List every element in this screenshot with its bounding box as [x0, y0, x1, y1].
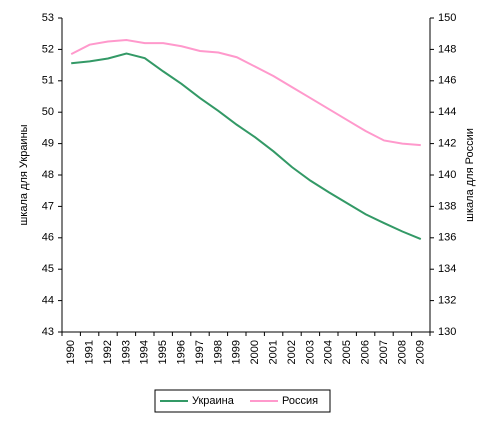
y2-tick-label: 142 — [438, 138, 456, 150]
x-tick-label: 1993 — [120, 340, 132, 364]
x-tick-label: 2006 — [360, 340, 372, 364]
y-tick-label: 47 — [42, 200, 54, 212]
y-tick-label: 50 — [42, 106, 54, 118]
y2-axis-label: шкала для России — [464, 128, 476, 222]
y2-tick-label: 138 — [438, 200, 456, 212]
y2-tick-label: 150 — [438, 12, 456, 24]
x-tick-label: 1992 — [102, 340, 114, 364]
line-series — [70, 38, 421, 147]
legend-box — [154, 389, 331, 413]
x-tick-label: 1999 — [231, 340, 243, 364]
line-series — [71, 52, 422, 240]
y-tick-label: 45 — [42, 263, 54, 275]
y2-tick-label: 140 — [438, 169, 456, 181]
x-tick-label: 2007 — [378, 340, 390, 364]
y-tick-label: 43 — [42, 326, 54, 338]
legend-label: Украина — [192, 395, 235, 407]
x-tick-label: 2000 — [249, 340, 261, 364]
x-tick-label: 2002 — [286, 340, 298, 364]
y-tick-label: 44 — [42, 295, 54, 307]
y2-tick-label: 146 — [438, 75, 456, 87]
y2-tick-label: 134 — [438, 263, 456, 275]
y-tick-label: 48 — [42, 169, 54, 181]
x-tick-label: 2004 — [323, 340, 335, 364]
x-tick-label: 2001 — [268, 340, 280, 364]
x-tick-label: 1990 — [65, 340, 77, 364]
y-tick-label: 46 — [42, 232, 54, 244]
y2-tick-label: 148 — [438, 43, 456, 55]
y2-tick-label: 130 — [438, 326, 456, 338]
x-tick-label: 1998 — [212, 340, 224, 364]
x-tick-label: 1991 — [84, 340, 96, 364]
y-tick-label: 51 — [42, 75, 54, 87]
y-tick-label: 53 — [42, 12, 54, 24]
y2-tick-label: 144 — [438, 106, 456, 118]
x-tick-label: 2003 — [304, 340, 316, 364]
legend-label: Россия — [282, 395, 318, 407]
y-tick-label: 52 — [42, 43, 54, 55]
y-axis-label: шкала для Украины — [18, 124, 30, 225]
y-tick-label: 49 — [42, 138, 54, 150]
y2-tick-label: 136 — [438, 232, 456, 244]
x-tick-label: 1995 — [157, 340, 169, 364]
y2-tick-label: 132 — [438, 295, 456, 307]
x-tick-label: 2009 — [415, 340, 427, 364]
x-tick-label: 2005 — [341, 340, 353, 364]
x-tick-label: 1994 — [139, 340, 151, 364]
x-tick-label: 1996 — [176, 340, 188, 364]
x-tick-label: 2008 — [396, 340, 408, 364]
x-tick-label: 1997 — [194, 340, 206, 364]
